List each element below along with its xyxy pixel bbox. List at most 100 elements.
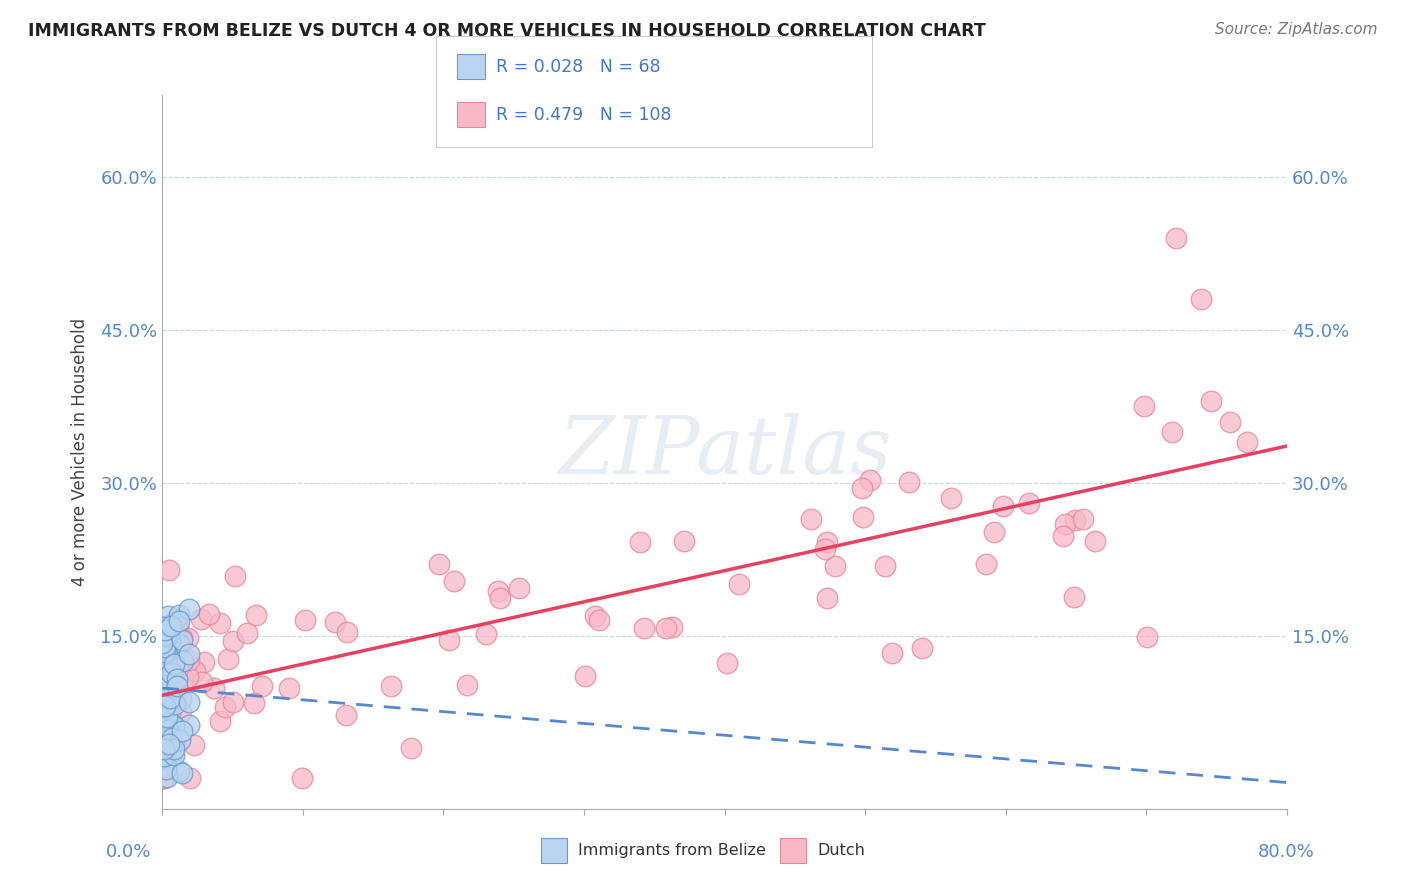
- Point: [335, 708, 357, 723]
- Point: [222, 695, 245, 709]
- Point: [852, 510, 875, 524]
- Point: [150, 636, 173, 650]
- Point: [152, 653, 174, 667]
- Point: [155, 759, 177, 773]
- Point: [153, 742, 176, 756]
- Point: [153, 640, 176, 654]
- Point: [170, 723, 193, 738]
- Point: [209, 616, 232, 631]
- Point: [217, 652, 239, 666]
- Point: [179, 772, 201, 786]
- Point: [1199, 394, 1222, 409]
- Text: Immigrants from Belize: Immigrants from Belize: [578, 844, 766, 858]
- Point: [156, 691, 179, 706]
- Point: [157, 563, 180, 577]
- Point: [190, 675, 212, 690]
- Point: [583, 608, 606, 623]
- Point: [588, 613, 610, 627]
- Point: [163, 657, 186, 672]
- Point: [159, 691, 181, 706]
- Point: [157, 754, 180, 768]
- Point: [152, 749, 174, 764]
- Point: [156, 643, 179, 657]
- Point: [153, 639, 176, 653]
- Point: [294, 613, 316, 627]
- Text: IMMIGRANTS FROM BELIZE VS DUTCH 4 OR MORE VEHICLES IN HOUSEHOLD CORRELATION CHAR: IMMIGRANTS FROM BELIZE VS DUTCH 4 OR MOR…: [28, 22, 986, 40]
- Point: [163, 641, 186, 656]
- Point: [153, 694, 176, 708]
- Point: [156, 608, 179, 623]
- Point: [456, 678, 478, 692]
- Point: [214, 700, 236, 714]
- Point: [163, 719, 186, 733]
- Text: ZIPatlas: ZIPatlas: [558, 413, 891, 491]
- Point: [169, 732, 191, 747]
- Point: [162, 690, 184, 705]
- Point: [727, 577, 749, 591]
- Point: [654, 621, 676, 635]
- Point: [1219, 415, 1241, 429]
- Point: [800, 512, 823, 526]
- Point: [157, 721, 180, 735]
- Point: [167, 684, 190, 698]
- Point: [155, 770, 177, 784]
- Point: [152, 772, 174, 786]
- Point: [155, 698, 177, 713]
- Point: [236, 626, 259, 640]
- Point: [153, 623, 176, 637]
- Point: [170, 631, 193, 645]
- Point: [1084, 534, 1107, 549]
- Point: [1136, 630, 1159, 644]
- Point: [974, 557, 997, 571]
- Point: [184, 664, 207, 678]
- Point: [153, 760, 176, 774]
- Point: [437, 632, 460, 647]
- Point: [824, 558, 846, 573]
- Point: [179, 602, 201, 616]
- Point: [152, 687, 174, 701]
- Point: [873, 559, 896, 574]
- Point: [243, 696, 266, 710]
- Point: [160, 689, 183, 703]
- Point: [156, 712, 179, 726]
- Point: [983, 525, 1005, 540]
- Point: [157, 698, 180, 712]
- Point: [859, 473, 882, 487]
- Point: [630, 535, 652, 549]
- Point: [160, 748, 183, 763]
- Point: [193, 655, 215, 669]
- Point: [633, 621, 655, 635]
- Point: [661, 620, 683, 634]
- Point: [1164, 231, 1187, 245]
- Point: [166, 679, 188, 693]
- Point: [1160, 425, 1182, 439]
- Point: [159, 715, 181, 730]
- Text: R = 0.479   N = 108: R = 0.479 N = 108: [496, 106, 672, 124]
- Point: [152, 624, 174, 639]
- Point: [160, 731, 183, 746]
- Point: [155, 625, 177, 640]
- Point: [165, 698, 187, 712]
- Point: [813, 542, 835, 557]
- Point: [911, 641, 934, 656]
- Text: R = 0.028   N = 68: R = 0.028 N = 68: [496, 58, 661, 76]
- Point: [156, 677, 179, 691]
- Point: [157, 624, 180, 638]
- Point: [163, 736, 186, 750]
- Point: [172, 765, 194, 780]
- Point: [162, 690, 184, 704]
- Point: [380, 679, 402, 693]
- Point: [167, 764, 190, 779]
- Point: [167, 620, 190, 634]
- Point: [815, 534, 838, 549]
- Point: [163, 748, 186, 763]
- Point: [673, 534, 696, 549]
- Point: [323, 615, 346, 629]
- Point: [1236, 434, 1258, 449]
- Text: 80.0%: 80.0%: [1258, 843, 1315, 861]
- Point: [1071, 512, 1094, 526]
- Point: [156, 677, 179, 691]
- Point: [851, 481, 873, 495]
- Point: [1064, 513, 1087, 527]
- Point: [152, 772, 174, 786]
